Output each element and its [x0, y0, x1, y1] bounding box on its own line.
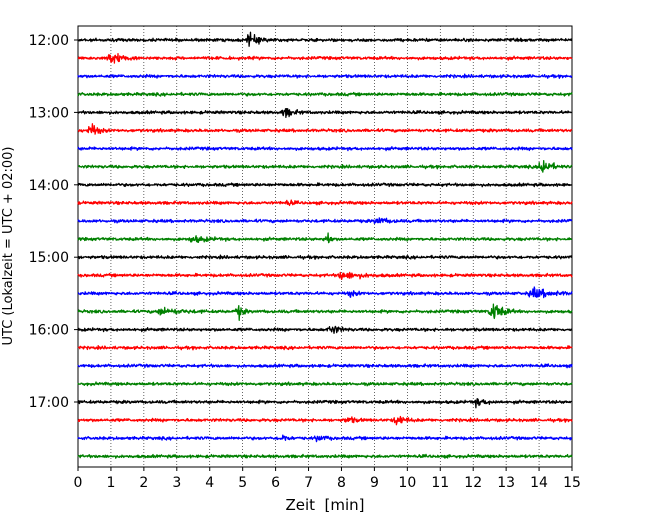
seismogram-trace: [77, 91, 573, 97]
y-tick-label: 16:00: [29, 323, 69, 339]
seismogram-trace: [77, 363, 573, 369]
seismogram-trace: [77, 434, 573, 443]
x-tick-label: 7: [304, 475, 313, 491]
seismogram-trace: [77, 217, 573, 225]
seismogram-trace: [77, 325, 573, 334]
seismogram-trace: [77, 303, 573, 321]
seismogram-trace: [77, 146, 573, 152]
x-tick-label: 2: [139, 475, 148, 491]
seismogram-trace: [77, 160, 573, 173]
seismogram-trace: [77, 73, 573, 79]
plot-frame: [77, 25, 573, 468]
x-tick-label: 15: [563, 475, 581, 491]
seismogram-trace: [77, 182, 573, 188]
x-tick-label: 13: [497, 475, 515, 491]
seismogram-trace: [77, 254, 573, 260]
y-tick-label: 13:00: [29, 105, 69, 121]
seismogram-trace: [77, 286, 573, 299]
seismogram-trace: [77, 344, 573, 351]
seismogram-trace: [77, 108, 573, 118]
y-axis: 12:00 13:00 14:00 15:00 16:00 17:00: [29, 33, 78, 411]
y-tick-label: 17:00: [29, 395, 69, 411]
x-tick-label: 4: [205, 475, 214, 491]
seismogram-trace: [77, 31, 573, 47]
x-tick-label: 1: [106, 475, 115, 491]
x-tick-label: 10: [398, 475, 416, 491]
seismogram-trace: [77, 123, 573, 135]
seismogram-trace: [77, 398, 573, 409]
x-axis: 0 1 2 3 4 5 6 7 8 9 10 11 12 13 14 15: [74, 467, 581, 491]
seismogram-trace: [77, 199, 573, 207]
y-tick-label: 12:00: [29, 33, 69, 49]
seismogram-trace: [77, 232, 573, 244]
x-tick-label: 6: [271, 475, 280, 491]
seismogram-trace: [77, 271, 573, 281]
x-tick-label: 14: [530, 475, 548, 491]
x-tick-label: 12: [464, 475, 482, 491]
x-tick-label: 11: [431, 475, 449, 491]
seismogram-trace: [77, 381, 573, 387]
x-tick-label: 0: [74, 475, 83, 491]
y-tick-label: 15:00: [29, 250, 69, 266]
seismogram-trace: [77, 53, 573, 64]
trace-layer: [77, 31, 573, 459]
x-axis-label: Zeit [min]: [285, 496, 364, 514]
x-tick-label: 5: [238, 475, 247, 491]
x-tick-label: 3: [172, 475, 181, 491]
x-tick-label: 8: [337, 475, 346, 491]
y-tick-label: 14:00: [29, 178, 69, 194]
y-axis-label: UTC (Lokalzeit = UTC + 02:00): [1, 147, 16, 346]
seismogram-trace: [77, 453, 573, 459]
x-tick-label: 9: [370, 475, 379, 491]
seismogram-trace: [77, 415, 573, 426]
